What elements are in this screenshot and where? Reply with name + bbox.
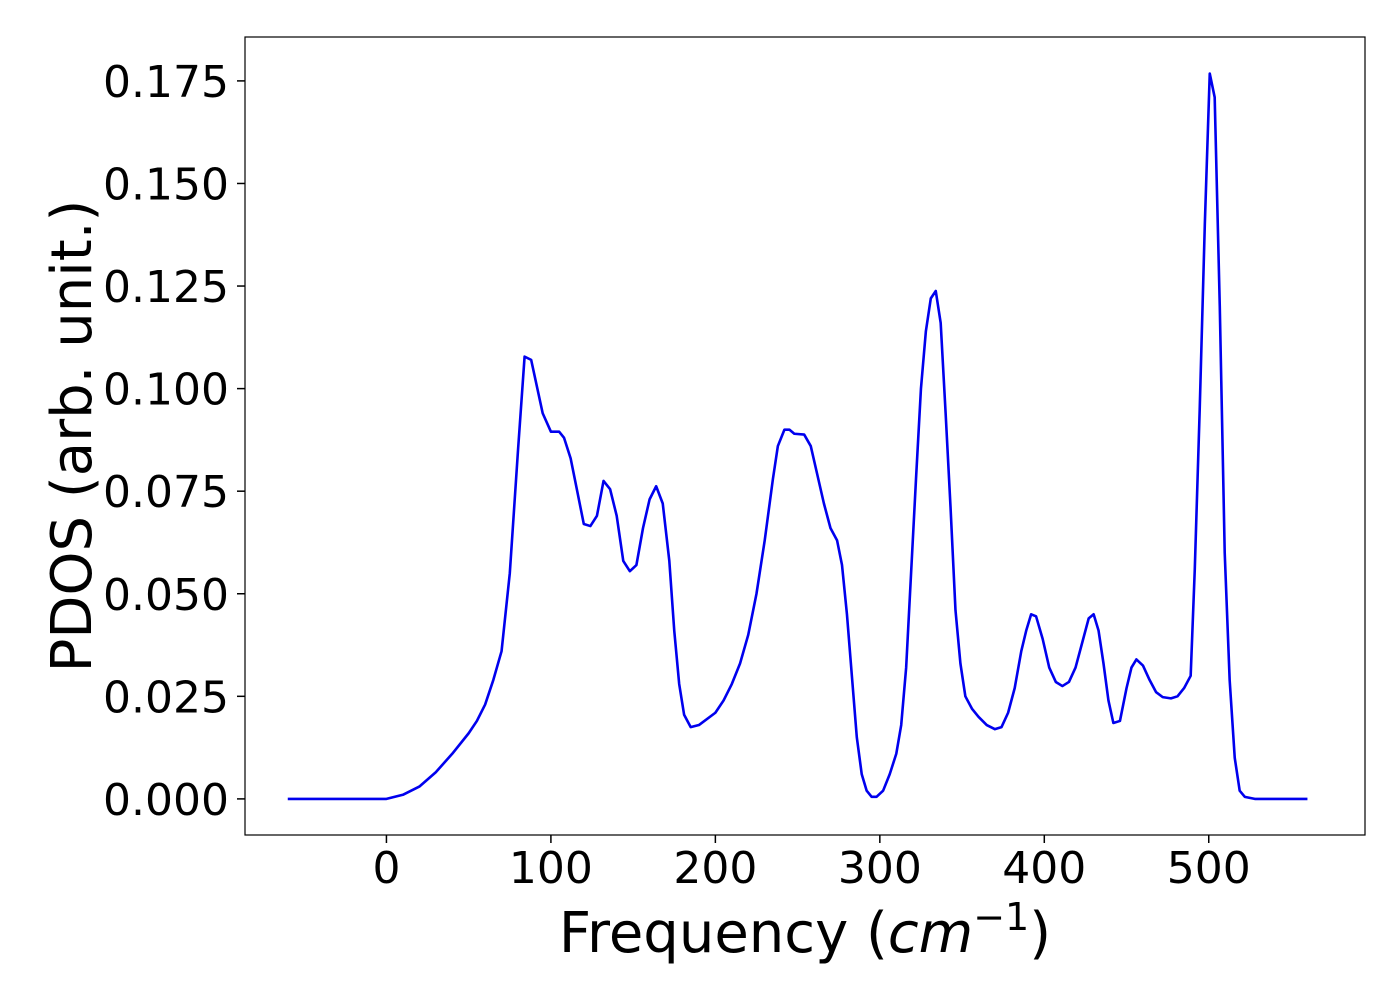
x-tick-label: 500 — [1167, 843, 1251, 894]
x-tick-label: 0 — [372, 843, 400, 894]
x-label-part: −1 — [973, 895, 1029, 939]
x-label-part: ) — [1029, 901, 1051, 966]
x-label-part: Frequency ( — [559, 901, 888, 966]
x-label-part: cm — [888, 901, 973, 966]
y-tick-label: 0.075 — [103, 467, 229, 518]
y-axis-label: PDOS (arb. unit.) — [40, 200, 105, 673]
x-tick-label: 100 — [509, 843, 593, 894]
x-tick-label: 400 — [1002, 843, 1086, 894]
y-tick-label: 0.175 — [103, 57, 229, 108]
y-tick-label: 0.000 — [103, 775, 229, 826]
plot-frame — [244, 36, 1366, 836]
x-tick-label: 300 — [838, 843, 922, 894]
x-tick-label: 200 — [673, 843, 757, 894]
y-tick-label: 0.050 — [103, 570, 229, 621]
y-tick-label: 0.125 — [103, 262, 229, 313]
y-tick-label: 0.025 — [103, 672, 229, 723]
line-series — [287, 72, 1308, 801]
x-axis-label: Frequency (cm−1) — [559, 895, 1051, 966]
y-tick-label: 0.150 — [103, 159, 229, 210]
y-tick-label: 0.100 — [103, 365, 229, 416]
